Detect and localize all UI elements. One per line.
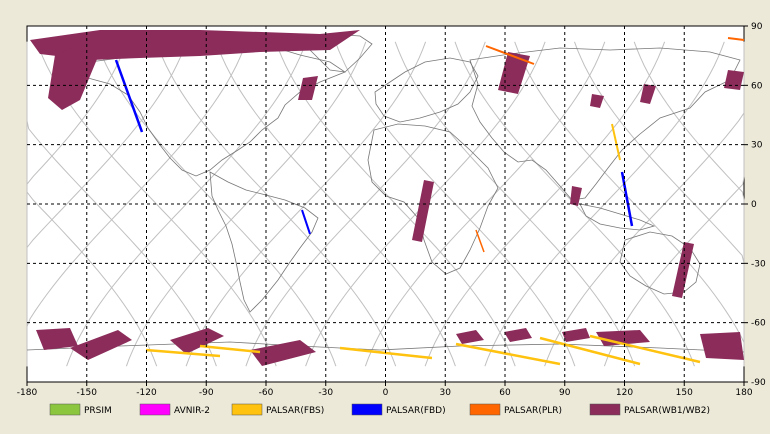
orbit-track [66, 41, 307, 367]
wb-swath-antarctic-2 [70, 330, 132, 360]
longitude-tick-label: 30 [440, 388, 452, 398]
longitude-tick-label: 120 [616, 388, 633, 398]
latitude-tick-label: 60 [751, 81, 763, 91]
longitude-tick-label: -30 [318, 388, 333, 398]
legend-label: PALSAR(WB1/WB2) [624, 406, 710, 416]
wb-swath-antarctic-7 [562, 328, 590, 342]
wb-swath-arctic [30, 30, 360, 60]
longitude-axis: -180 -150 -120 -90 -60 -30 0 30 60 90 120 150 180 [17, 382, 753, 398]
longitude-tick-label: 150 [676, 388, 693, 398]
fbs-swath-7 [199, 344, 261, 354]
legend-item: PALSAR(FBS) [231, 403, 324, 416]
longitude-tick-label: -90 [199, 388, 214, 398]
coastline-antarctica [26, 341, 745, 353]
longitude-tick-label: 180 [735, 388, 752, 398]
plr-swath-3 [475, 229, 485, 253]
plr-swath-2 [727, 37, 745, 41]
fbd-swath-brazil [301, 209, 311, 235]
longitude-tick-label: -150 [77, 388, 98, 398]
fbd-swath-alaska [114, 59, 144, 133]
legend-swatch [469, 403, 501, 416]
fbs-swath-1 [611, 123, 621, 161]
legend-label: PALSAR(PLR) [504, 406, 562, 416]
orbit-track [26, 41, 217, 367]
legend-swatch [49, 403, 81, 416]
latitude-tick-label: 30 [751, 141, 763, 151]
fbd-swath-asia [620, 171, 634, 227]
longitude-tick-label: -60 [259, 388, 274, 398]
legend-item: PALSAR(PLR) [469, 403, 562, 416]
latitude-tick-label: -30 [751, 259, 766, 269]
legend-item: PALSAR(FBD) [351, 403, 446, 416]
orbit-track [125, 41, 367, 367]
orbit-track [26, 41, 247, 367]
fbs-swath-6 [145, 348, 221, 358]
legend-label: PALSAR(FBD) [386, 406, 446, 416]
legend-swatch [589, 403, 621, 416]
longitude-tick-label: 90 [559, 388, 571, 398]
wb-swath-antarctic-6 [504, 328, 532, 342]
latitude-tick-label: 90 [751, 22, 763, 32]
legend-swatch [139, 403, 171, 416]
coastline-africa [367, 123, 499, 275]
fbs-swath-4 [539, 336, 641, 366]
wb-swath-antarctic-1 [36, 328, 78, 350]
wb-swath-antarctic-4 [250, 340, 316, 366]
wb-swath-canada-east [298, 76, 318, 100]
legend: PRSIM AVNIR-2 PALSAR(FBS) PALSAR(FBD) PALSAR… [49, 403, 710, 416]
coastline-australia [619, 231, 701, 295]
fbs-swath-5 [589, 334, 701, 364]
latitude-axis: 90 60 30 0 -30 -60 -90 [744, 22, 766, 388]
legend-label: PALSAR(FBS) [266, 406, 324, 416]
wb-swath-australia [672, 242, 694, 298]
graticule-grid [27, 26, 744, 382]
wb-swath-borneo [570, 186, 582, 206]
wb-swath-siberia-2 [640, 84, 656, 104]
coastline-indonesia [579, 203, 656, 231]
plr-swath-1 [485, 45, 535, 65]
wb-swath-scandinavia [498, 52, 530, 94]
fbs-swath-3 [455, 342, 561, 366]
legend-swatch [231, 403, 263, 416]
wb-swath-antarctic-8 [596, 330, 650, 346]
legend-item: PALSAR(WB1/WB2) [589, 403, 710, 416]
wb-swath-africa [412, 180, 434, 242]
observation-swaths [30, 30, 745, 366]
wb-swath-antarctic-3 [170, 328, 224, 354]
coastline-europe [374, 57, 479, 123]
wb-swath-siberia-1 [590, 94, 604, 108]
wb-swath-antarctic-9 [700, 332, 744, 360]
legend-label: PRSIM [84, 406, 112, 416]
wb-swath-alaska [48, 45, 100, 110]
wb-swath-antarctic-5 [456, 330, 484, 344]
longitude-tick-label: 0 [383, 388, 389, 398]
coastline-south-america [209, 171, 319, 313]
latitude-tick-label: 0 [751, 200, 757, 210]
latitude-tick-label: -60 [751, 319, 766, 329]
legend-item: AVNIR-2 [139, 403, 210, 416]
longitude-tick-label: -180 [17, 388, 38, 398]
latitude-tick-label: -90 [751, 378, 766, 388]
orbit-track [96, 41, 337, 367]
longitude-tick-label: 60 [499, 388, 511, 398]
longitude-tick-label: -120 [136, 388, 157, 398]
legend-label: AVNIR-2 [174, 406, 210, 416]
coastline-asia [469, 47, 741, 201]
orbit-track [26, 41, 188, 367]
legend-swatch [351, 403, 383, 416]
legend-item: PRSIM [49, 403, 112, 416]
